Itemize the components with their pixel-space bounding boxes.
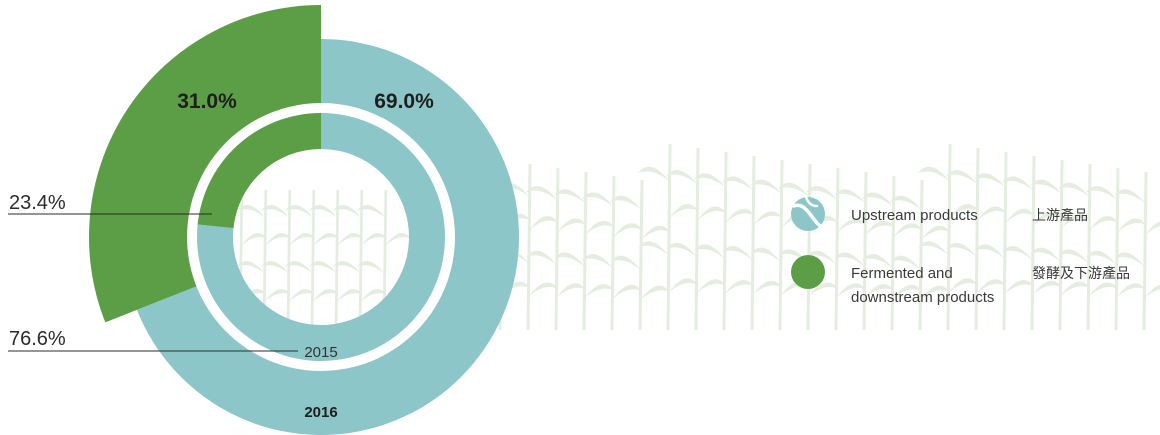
legend-fermented-zh: 發酵及下游產品 <box>1032 265 1130 282</box>
corn-stalk <box>309 189 363 331</box>
corn-field-watermark <box>213 143 1160 331</box>
corn-stalk <box>778 163 838 331</box>
corn-stalk <box>582 175 642 331</box>
corn-stalk <box>834 171 894 331</box>
legend-item-fermented: Fermented and downstream products 發酵及下游產… <box>791 255 1130 306</box>
corn-stalk <box>526 167 586 331</box>
corn-stalk <box>750 159 810 331</box>
corn-leaf-icon <box>791 195 826 231</box>
corn-stalk <box>285 189 339 331</box>
legend-fermented-en-line2: downstream products <box>851 289 994 306</box>
corn-stalk <box>974 151 1034 331</box>
corn-stalk <box>722 155 782 331</box>
corn-stalk <box>1114 171 1160 331</box>
year-label-2015: 2015 <box>304 344 337 361</box>
inner-ring-2015 <box>196 113 446 361</box>
corn-stalk <box>1030 159 1090 331</box>
corn-stalk <box>638 143 698 331</box>
corn-stalk <box>890 179 950 331</box>
slice-outer-fermented <box>88 5 322 323</box>
legend-upstream-zh: 上游產品 <box>1032 207 1088 224</box>
corn-stalk <box>806 167 866 331</box>
corn-stalk <box>694 151 754 331</box>
legend-fermented-en-line1: Fermented and <box>851 265 953 282</box>
label-inner-fermented: 23.4% <box>9 192 66 214</box>
year-label-2016: 2016 <box>304 404 337 421</box>
corn-stalk <box>333 189 387 331</box>
outer-ring-2016 <box>88 5 519 435</box>
corn-stalk <box>666 147 726 331</box>
legend-upstream-en: Upstream products <box>851 207 978 224</box>
label-outer-upstream: 69.0% <box>374 90 434 113</box>
corn-stalk <box>554 171 614 331</box>
label-inner-upstream: 76.6% <box>9 328 66 350</box>
legend: Upstream products 上游產品 Fermented and dow… <box>791 195 1130 306</box>
label-outer-fermented: 31.0% <box>177 90 237 113</box>
slice-outer-upstream <box>136 39 519 435</box>
legend-item-upstream: Upstream products 上游產品 <box>791 195 1088 231</box>
corn-stalk <box>1058 163 1118 331</box>
corn-stalk <box>610 179 670 331</box>
corn-stalk <box>261 189 315 331</box>
corn-stalk <box>1002 155 1062 331</box>
slice-inner-fermented <box>197 113 321 229</box>
corn-stalk <box>862 175 922 331</box>
corn-stalk <box>1086 167 1146 331</box>
circle-icon <box>791 255 825 289</box>
